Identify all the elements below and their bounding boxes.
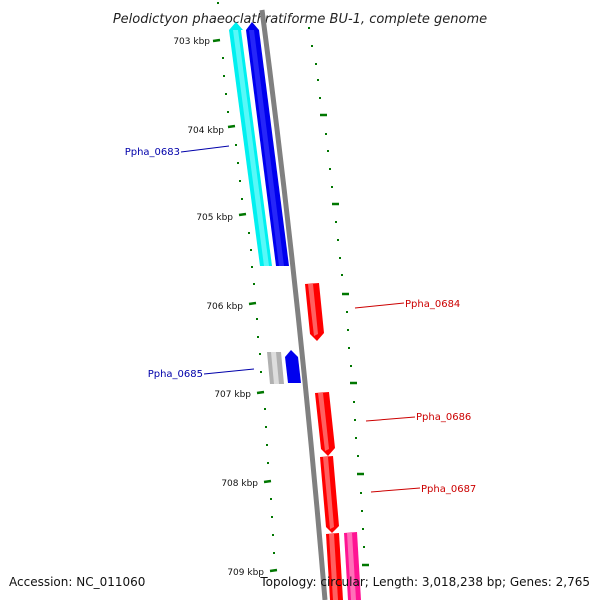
cyan-feature-highlight xyxy=(233,30,269,266)
gene-ppha-0685[interactable] xyxy=(285,350,301,383)
tick-label: 704 kbp xyxy=(187,126,224,136)
tick-label: 703 kbp xyxy=(173,37,210,47)
gene-ppha-0684-highlight xyxy=(308,284,318,336)
pink-feature-highlight xyxy=(347,533,356,600)
leader-ppha-0684 xyxy=(354,302,405,309)
gene-red-bottom-highlight xyxy=(329,534,338,600)
topology-text: Topology: circular; Length: 3,018,238 bp… xyxy=(259,575,590,589)
tick-label: 705 kbp xyxy=(196,213,233,223)
gene-label-ppha-0686[interactable]: Ppha_0686 xyxy=(416,412,471,423)
leader-ppha-0686 xyxy=(365,416,416,422)
leader-ppha-0687 xyxy=(370,487,421,493)
gene-ppha-0687-highlight xyxy=(323,457,334,529)
major-ticks-left xyxy=(212,38,278,573)
map-title: Pelodictyon phaeoclathratiforme BU-1, co… xyxy=(113,12,487,27)
genome-backbone xyxy=(259,9,328,601)
gene-label-ppha-0687[interactable]: Ppha_0687 xyxy=(421,484,476,495)
gene-label-ppha-0684[interactable]: Ppha_0684 xyxy=(405,299,460,310)
accession-text: Accession: NC_011060 xyxy=(9,575,145,589)
tick-label: 708 kbp xyxy=(221,479,258,489)
gene-label-ppha-0685[interactable]: Ppha_0685 xyxy=(148,369,203,380)
tick-label: 707 kbp xyxy=(214,390,251,400)
tick-label: 706 kbp xyxy=(206,302,243,312)
leader-ppha-0683 xyxy=(180,145,230,153)
tick-dots-left xyxy=(222,57,275,554)
leader-ppha-0685 xyxy=(203,368,255,375)
cyan-feature-arrow xyxy=(229,22,243,30)
gene-label-ppha-0683[interactable]: Ppha_0683 xyxy=(125,147,180,158)
major-ticks-right xyxy=(320,113,369,567)
gene-ppha-0683-highlight xyxy=(249,30,284,266)
gray-feature-highlight xyxy=(271,352,279,384)
tick-label: 709 kbp xyxy=(227,568,264,578)
tick-dots-right xyxy=(308,27,365,548)
gene-ppha-0686-highlight xyxy=(318,393,329,451)
gene-ppha-0683-arrow xyxy=(246,22,259,30)
